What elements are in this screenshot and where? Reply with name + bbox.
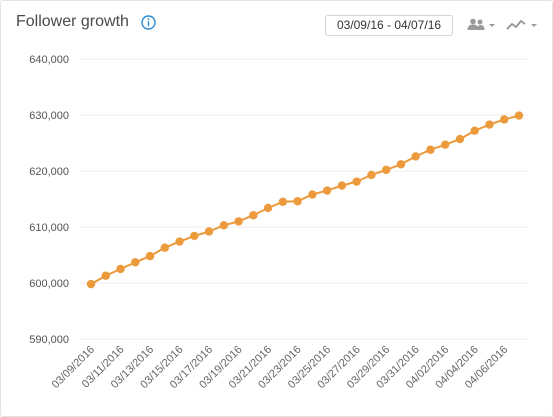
data-point[interactable] bbox=[381, 165, 391, 175]
chevron-down-icon bbox=[489, 24, 495, 27]
y-tick-label: 600,000 bbox=[29, 278, 69, 290]
data-point[interactable] bbox=[500, 115, 509, 124]
data-point[interactable] bbox=[470, 126, 479, 135]
info-icon[interactable] bbox=[141, 15, 156, 30]
data-point[interactable] bbox=[175, 237, 184, 246]
data-point[interactable] bbox=[190, 231, 199, 241]
data-point[interactable] bbox=[145, 251, 155, 261]
data-point[interactable] bbox=[131, 258, 140, 267]
data-point[interactable] bbox=[101, 271, 110, 280]
y-tick-label: 630,000 bbox=[29, 110, 69, 122]
data-point[interactable] bbox=[219, 221, 229, 230]
data-point[interactable] bbox=[116, 264, 125, 274]
chevron-down-icon bbox=[531, 24, 537, 27]
data-point[interactable] bbox=[396, 160, 406, 169]
data-point[interactable] bbox=[308, 190, 317, 199]
data-point[interactable] bbox=[160, 243, 169, 252]
data-point[interactable] bbox=[204, 227, 214, 236]
series-followers bbox=[86, 111, 524, 289]
data-point[interactable] bbox=[86, 279, 96, 289]
audience-dropdown[interactable] bbox=[467, 17, 497, 33]
chart-type-dropdown[interactable] bbox=[506, 17, 540, 33]
data-point[interactable] bbox=[455, 134, 465, 144]
data-point[interactable] bbox=[441, 140, 450, 149]
data-point[interactable] bbox=[322, 186, 332, 195]
data-point[interactable] bbox=[293, 197, 302, 206]
data-point[interactable] bbox=[249, 211, 258, 220]
data-point[interactable] bbox=[278, 197, 288, 206]
data-point[interactable] bbox=[234, 217, 243, 226]
chart-title: Follower growth bbox=[16, 13, 129, 30]
y-tick-label: 610,000 bbox=[29, 222, 69, 234]
y-tick-label: 640,000 bbox=[29, 54, 69, 66]
line-chart-icon bbox=[506, 20, 526, 30]
data-point[interactable] bbox=[367, 170, 376, 180]
data-point[interactable] bbox=[411, 152, 420, 161]
data-point[interactable] bbox=[485, 120, 494, 129]
x-axis-ticks: 03/09/201603/11/201603/13/201603/15/2016… bbox=[50, 344, 511, 391]
date-range-picker[interactable]: 03/09/16 - 04/07/16 bbox=[325, 15, 453, 36]
grid-lines bbox=[80, 58, 528, 340]
series-line bbox=[90, 114, 520, 285]
y-tick-label: 620,000 bbox=[29, 166, 69, 178]
people-icon bbox=[467, 18, 485, 30]
data-point[interactable] bbox=[337, 181, 347, 190]
data-point[interactable] bbox=[352, 177, 361, 186]
data-point[interactable] bbox=[263, 203, 273, 213]
y-axis-ticks: 590,000 600,000 610,000 620,000 630,000 640,0… bbox=[29, 54, 69, 346]
y-tick-label: 590,000 bbox=[29, 334, 69, 346]
data-point[interactable] bbox=[514, 111, 524, 120]
data-point[interactable] bbox=[426, 145, 435, 154]
